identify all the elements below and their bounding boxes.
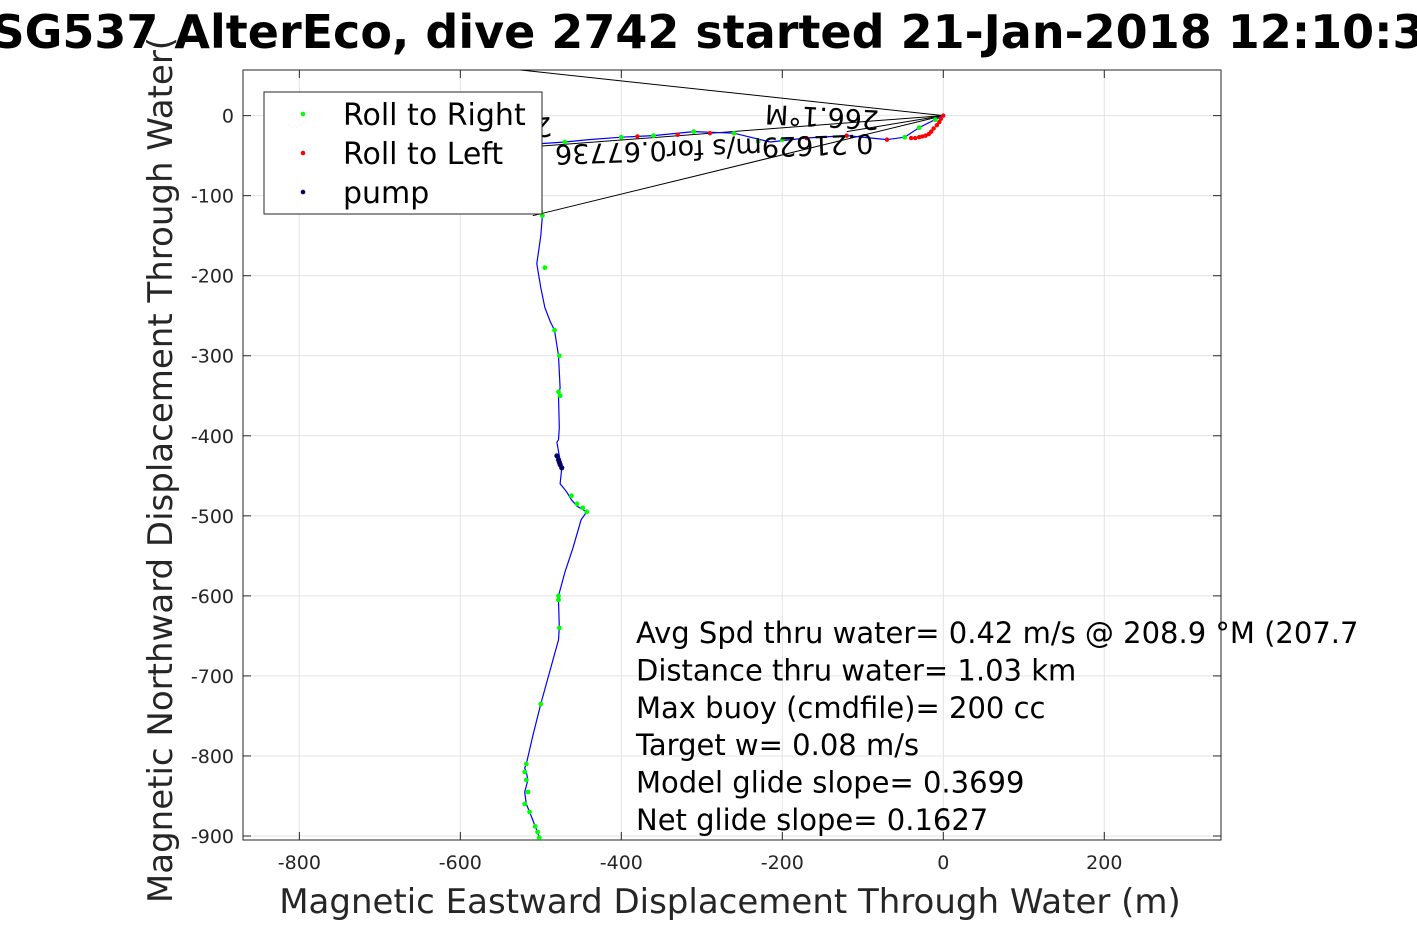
roll-left-point [844, 133, 849, 138]
roll-right-point [779, 137, 785, 143]
roll-left-point [635, 134, 640, 139]
roll-right-point [532, 823, 538, 829]
roll-right-point [556, 625, 562, 631]
y-tick-label: -700 [191, 666, 234, 688]
y-tick-label: -400 [191, 426, 234, 448]
x-axis-label: Magnetic Eastward Displacement Through W… [279, 882, 1181, 922]
legend-marker [300, 111, 306, 117]
legend-marker [300, 150, 306, 156]
roll-right-point [584, 509, 590, 515]
reference-line [520, 115, 944, 149]
roll-right-point [651, 133, 656, 139]
x-tick-label: -800 [278, 852, 321, 874]
x-tick-label: 0 [937, 852, 949, 874]
roll-right-point [618, 134, 624, 140]
roll-right-point [731, 130, 737, 136]
annotation-line: Avg Spd thru water= 0.42 m/s @ 208.9 °M … [636, 616, 1358, 650]
reference-line [520, 69, 944, 117]
pump-point [554, 453, 560, 459]
roll-right-point [574, 501, 580, 507]
roll-left-point [941, 113, 946, 118]
roll-right-point [569, 493, 574, 499]
roll-right-point [580, 505, 586, 511]
roll-right-point [556, 593, 561, 599]
y-tick-label: -600 [191, 586, 234, 608]
y-tick-label: -900 [191, 826, 234, 848]
plot-frame [242, 69, 1222, 841]
roll-right-point [556, 597, 561, 603]
reference-line [846, 115, 944, 133]
annotation-line: Max buoy (cmdfile)= 200 cc [636, 691, 1045, 725]
y-tick-label: -300 [191, 346, 234, 368]
legend-label: pump [343, 176, 429, 211]
y-tick-label: -100 [191, 186, 234, 208]
roll-right-point [527, 809, 532, 815]
y-tick-label: -200 [191, 266, 234, 288]
roll-right-point [538, 701, 544, 707]
roll-left-point [937, 119, 942, 125]
reference-lines [520, 69, 944, 217]
roll-right-point [556, 353, 562, 359]
roll-right-point [552, 327, 557, 333]
annotation-line: Model glide slope= 0.3699 [636, 766, 1024, 800]
y-tick-label: -800 [191, 746, 234, 768]
roll-left-point [931, 126, 936, 131]
roll-right-point [932, 117, 938, 123]
annotations: Avg Spd thru water= 0.42 m/s @ 208.9 °M … [635, 616, 1358, 837]
roll-right-point [557, 393, 563, 399]
roll-right-point [536, 835, 542, 840]
grid [243, 70, 1221, 840]
pump-point [559, 465, 565, 471]
legend-label: Roll to Left [343, 137, 503, 172]
chart-title: SG537 AlterEco, dive 2742 started 21-Jan… [0, 5, 1417, 59]
roll-right-point [523, 761, 529, 767]
roll-left-point [916, 135, 922, 140]
roll-right-point [523, 777, 529, 783]
y-tick-label: -500 [191, 506, 234, 528]
annotation-line: Net glide slope= 0.1627 [636, 803, 988, 837]
y-tick-label: 0 [222, 106, 234, 128]
roll-right-point [755, 138, 761, 144]
annotation-line: Distance thru water= 1.03 km [636, 653, 1076, 687]
x-tick-label: -600 [439, 852, 482, 874]
roll-right-point [522, 801, 528, 807]
reference-line [532, 115, 944, 217]
roll-right-point [916, 125, 922, 131]
roll-left-point [908, 135, 914, 141]
roll-right-point [562, 139, 568, 145]
flipped-label: 266.1°M [764, 98, 880, 135]
y-axis-label: Magnetic Northward Displacement Through … [141, 37, 181, 903]
legend-marker [300, 189, 306, 195]
roll-right-point [542, 265, 548, 271]
x-tick-label: -200 [761, 852, 804, 874]
roll-right-point [902, 134, 908, 140]
roll-left-point [707, 131, 713, 136]
roll-right-point [556, 389, 561, 395]
roll-left-point [675, 132, 680, 138]
roll-left-point [804, 135, 809, 141]
legend: Roll to Right Roll to Left pump [263, 91, 543, 215]
roll-right-point [522, 769, 528, 775]
roll-left-point [884, 137, 890, 142]
roll-right-point [525, 789, 531, 795]
ticks: -800 -600 -400 -200 0 200 0 -100 -200 -300 -400 -50… [191, 70, 1221, 874]
flipped-label: 0.21629m/s for0.67736 [554, 127, 873, 169]
roll-right-point [535, 829, 541, 835]
roll-right-point [691, 129, 697, 135]
roll-left-point [934, 123, 940, 128]
track-line [520, 115, 944, 838]
legend-label: Roll to Right [343, 98, 526, 133]
series [520, 113, 946, 840]
x-tick-label: 200 [1086, 852, 1122, 874]
x-tick-label: -400 [600, 852, 643, 874]
annotation-line: Target w= 0.08 m/s [635, 728, 919, 762]
legend-box [263, 91, 543, 215]
roll-left-point [912, 135, 918, 141]
